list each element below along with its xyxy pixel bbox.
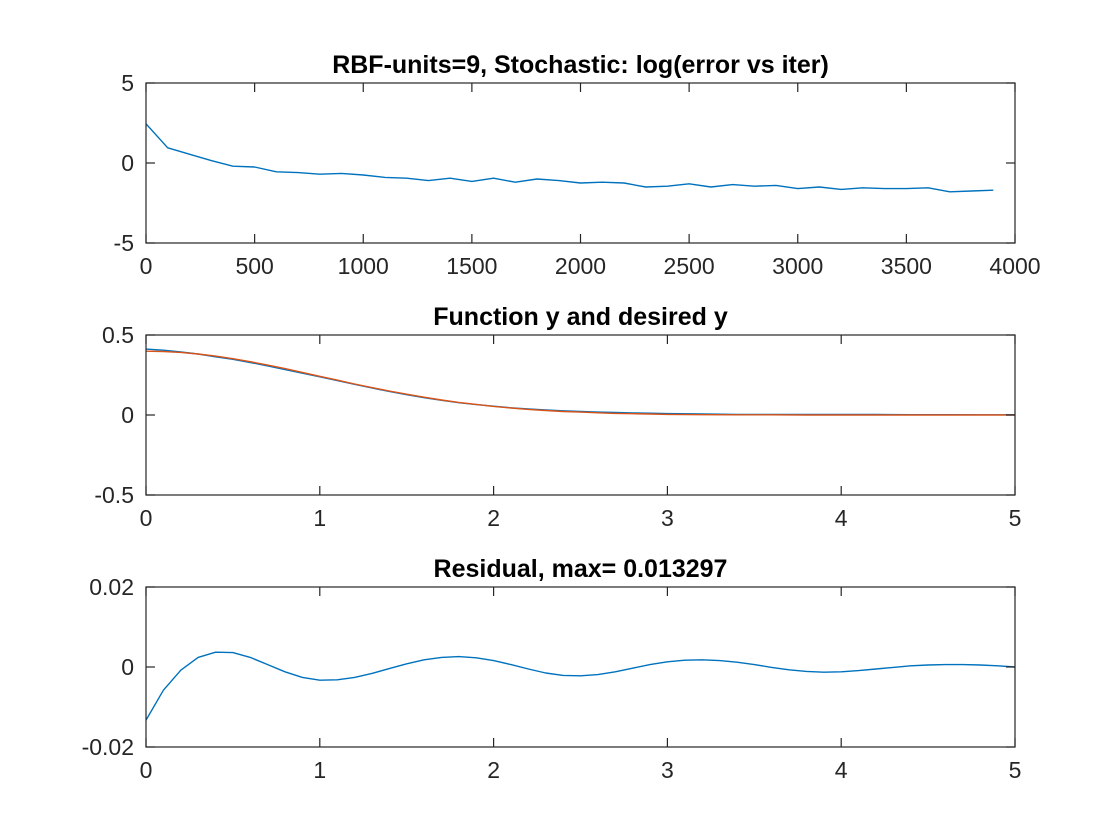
- x-tick-label: 4: [835, 757, 848, 783]
- subplot-2: Function y and desired y0 1 2 3 4 5-0.500.5: [94, 303, 1021, 531]
- x-tick-label: 2500: [664, 253, 715, 279]
- y-tick-label: 0.02: [89, 574, 134, 600]
- y-tick-label: 0: [121, 654, 134, 680]
- subplot-1: RBF-units=9, Stochastic: log(error vs it…: [114, 51, 1041, 279]
- y-tick-label: -0.5: [94, 482, 134, 508]
- x-tick-label: 1: [313, 505, 326, 531]
- plot-area: [146, 348, 1015, 416]
- plot-title: Function y and desired y: [433, 303, 728, 331]
- x-tick-label: 2: [487, 505, 500, 531]
- x-tick-label: 2: [487, 757, 500, 783]
- plot-title: RBF-units=9, Stochastic: log(error vs it…: [332, 51, 829, 79]
- x-tick-label: 4: [835, 505, 848, 531]
- x-tick-label: 5: [1009, 757, 1022, 783]
- x-tick-label: 4000: [989, 253, 1040, 279]
- x-tick-label: 1000: [338, 253, 389, 279]
- x-tick-label: 500: [235, 253, 273, 279]
- series-line-1: [146, 348, 1015, 416]
- x-tick-label: 3500: [881, 253, 932, 279]
- series-line-1: [146, 123, 994, 193]
- x-tick-label: 3: [661, 505, 674, 531]
- y-tick-label: -5: [114, 230, 134, 256]
- x-tick-label: 1: [313, 757, 326, 783]
- y-tick-label: 0: [121, 402, 134, 428]
- x-tick-label: 3000: [772, 253, 823, 279]
- x-tick-label: 3: [661, 757, 674, 783]
- x-tick-label: 2000: [555, 253, 606, 279]
- plot-title: Residual, max= 0.013297: [434, 555, 728, 583]
- subplots: RBF-units=9, Stochastic: log(error vs it…: [82, 51, 1041, 783]
- series-line-2: [146, 350, 1015, 416]
- y-tick-label: -0.02: [82, 734, 134, 760]
- y-tick-label: 0.5: [102, 322, 134, 348]
- x-tick-label: 5: [1009, 505, 1022, 531]
- x-tick-label: 0: [140, 757, 153, 783]
- axes-box: [145, 586, 1016, 748]
- plot-area: [146, 123, 994, 193]
- axes-box: [145, 82, 1016, 244]
- y-tick-label: 0: [121, 150, 134, 176]
- series-line-1: [146, 651, 1015, 721]
- x-tick-label: 0: [140, 505, 153, 531]
- x-tick-label: 1500: [446, 253, 497, 279]
- plot-area: [146, 651, 1015, 721]
- y-tick-label: 5: [121, 70, 134, 96]
- x-tick-label: 0: [140, 253, 153, 279]
